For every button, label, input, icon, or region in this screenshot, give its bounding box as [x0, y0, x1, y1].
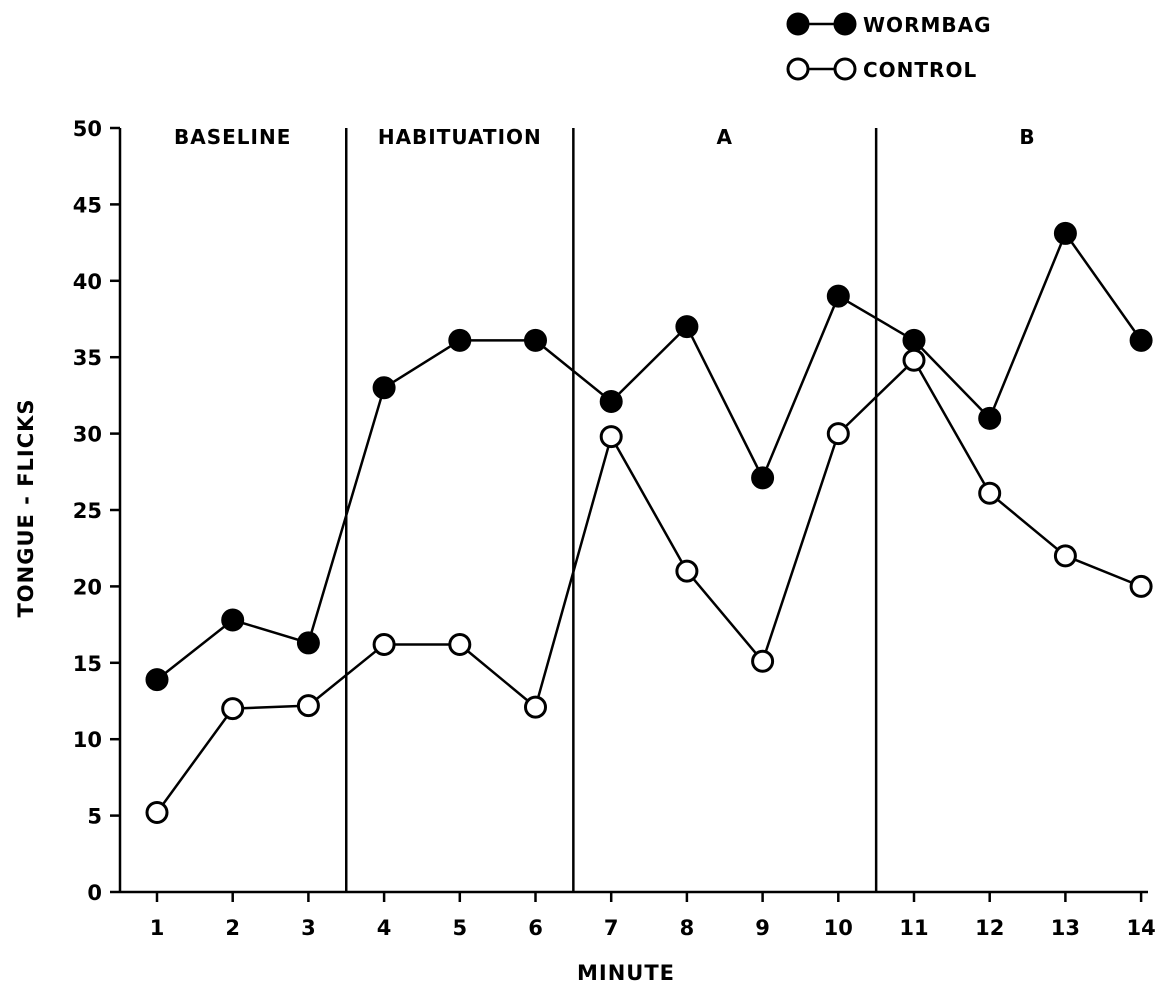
data-point-filled	[826, 284, 850, 308]
data-point-filled	[524, 328, 547, 352]
series-control	[145, 348, 1153, 825]
x-tick-label: 7	[604, 916, 619, 940]
phase-label: HABITUATION	[378, 125, 542, 149]
phase-label: BASELINE	[174, 125, 291, 149]
y-tick-label: 40	[73, 270, 102, 294]
data-point-open	[751, 649, 775, 673]
data-point-filled	[751, 466, 775, 490]
x-tick-label: 5	[452, 916, 467, 940]
x-tick-label: 2	[225, 916, 240, 940]
data-point-open	[372, 632, 396, 656]
y-tick-label: 10	[73, 728, 102, 752]
data-point-open	[599, 425, 623, 449]
legend-marker	[786, 57, 810, 81]
x-axis-label: MINUTE	[577, 961, 675, 985]
data-point-open	[1053, 544, 1077, 568]
x-tick-label: 13	[1051, 916, 1080, 940]
data-point-open	[1129, 574, 1153, 598]
x-tick-label: 14	[1126, 916, 1155, 940]
data-point-open	[978, 481, 1002, 505]
y-tick-label: 45	[73, 193, 102, 217]
legend-marker	[833, 12, 857, 36]
data-point-filled	[296, 631, 320, 655]
series-line	[155, 359, 1142, 814]
data-point-filled	[599, 390, 623, 414]
y-tick-label: 25	[73, 499, 102, 523]
data-point-filled	[675, 315, 699, 339]
x-tick-label: 11	[899, 916, 928, 940]
data-point-filled	[978, 406, 1002, 430]
data-point-open	[675, 559, 699, 583]
data-point-filled	[372, 376, 396, 400]
legend-label: WORMBAG	[863, 13, 992, 37]
data-point-open	[448, 632, 472, 656]
phase-regions: BASELINE HABITUATION A B	[174, 125, 1035, 892]
data-point-filled	[1053, 221, 1077, 245]
x-tick-label: 4	[377, 916, 392, 940]
data-point-filled	[145, 668, 169, 692]
y-tick-label: 0	[87, 881, 102, 905]
y-tick-label: 30	[73, 423, 102, 447]
y-tick-label: 35	[73, 346, 102, 370]
phase-label: B	[1019, 125, 1035, 149]
data-point-filled	[1129, 328, 1153, 352]
y-axis-label: TONGUE - FLICKS	[14, 398, 38, 617]
data-point-filled	[902, 328, 926, 352]
data-point-open	[145, 801, 169, 825]
y-tick-label: 20	[73, 575, 102, 599]
series-line	[156, 232, 1143, 681]
data-point-filled	[448, 328, 472, 352]
series-layer	[145, 221, 1153, 825]
phase-label: A	[717, 125, 733, 149]
data-point-open	[524, 695, 547, 719]
data-point-filled	[221, 608, 245, 632]
legend-marker	[833, 57, 857, 81]
x-tick-label: 10	[824, 916, 853, 940]
x-tick-label: 8	[680, 916, 695, 940]
legend-item-wormbag: WORMBAG	[786, 12, 992, 37]
data-point-open	[221, 697, 245, 721]
y-tick-label: 15	[73, 652, 102, 676]
legend-item-control: CONTROL	[786, 57, 977, 82]
x-tick-label: 1	[150, 916, 165, 940]
y-tick-label: 50	[73, 117, 102, 141]
x-tick-label: 12	[975, 916, 1004, 940]
x-tick-label: 9	[755, 916, 770, 940]
y-tick-label: 5	[87, 805, 102, 829]
x-tick-label: 3	[301, 916, 316, 940]
legend: WORMBAG CONTROL	[786, 12, 992, 82]
series-wormbag	[145, 221, 1153, 692]
legend-marker	[786, 12, 810, 36]
legend-label: CONTROL	[863, 58, 977, 82]
data-point-open	[826, 422, 850, 446]
data-point-open	[296, 694, 320, 718]
data-point-open	[902, 348, 926, 372]
x-tick-label: 6	[528, 916, 543, 940]
